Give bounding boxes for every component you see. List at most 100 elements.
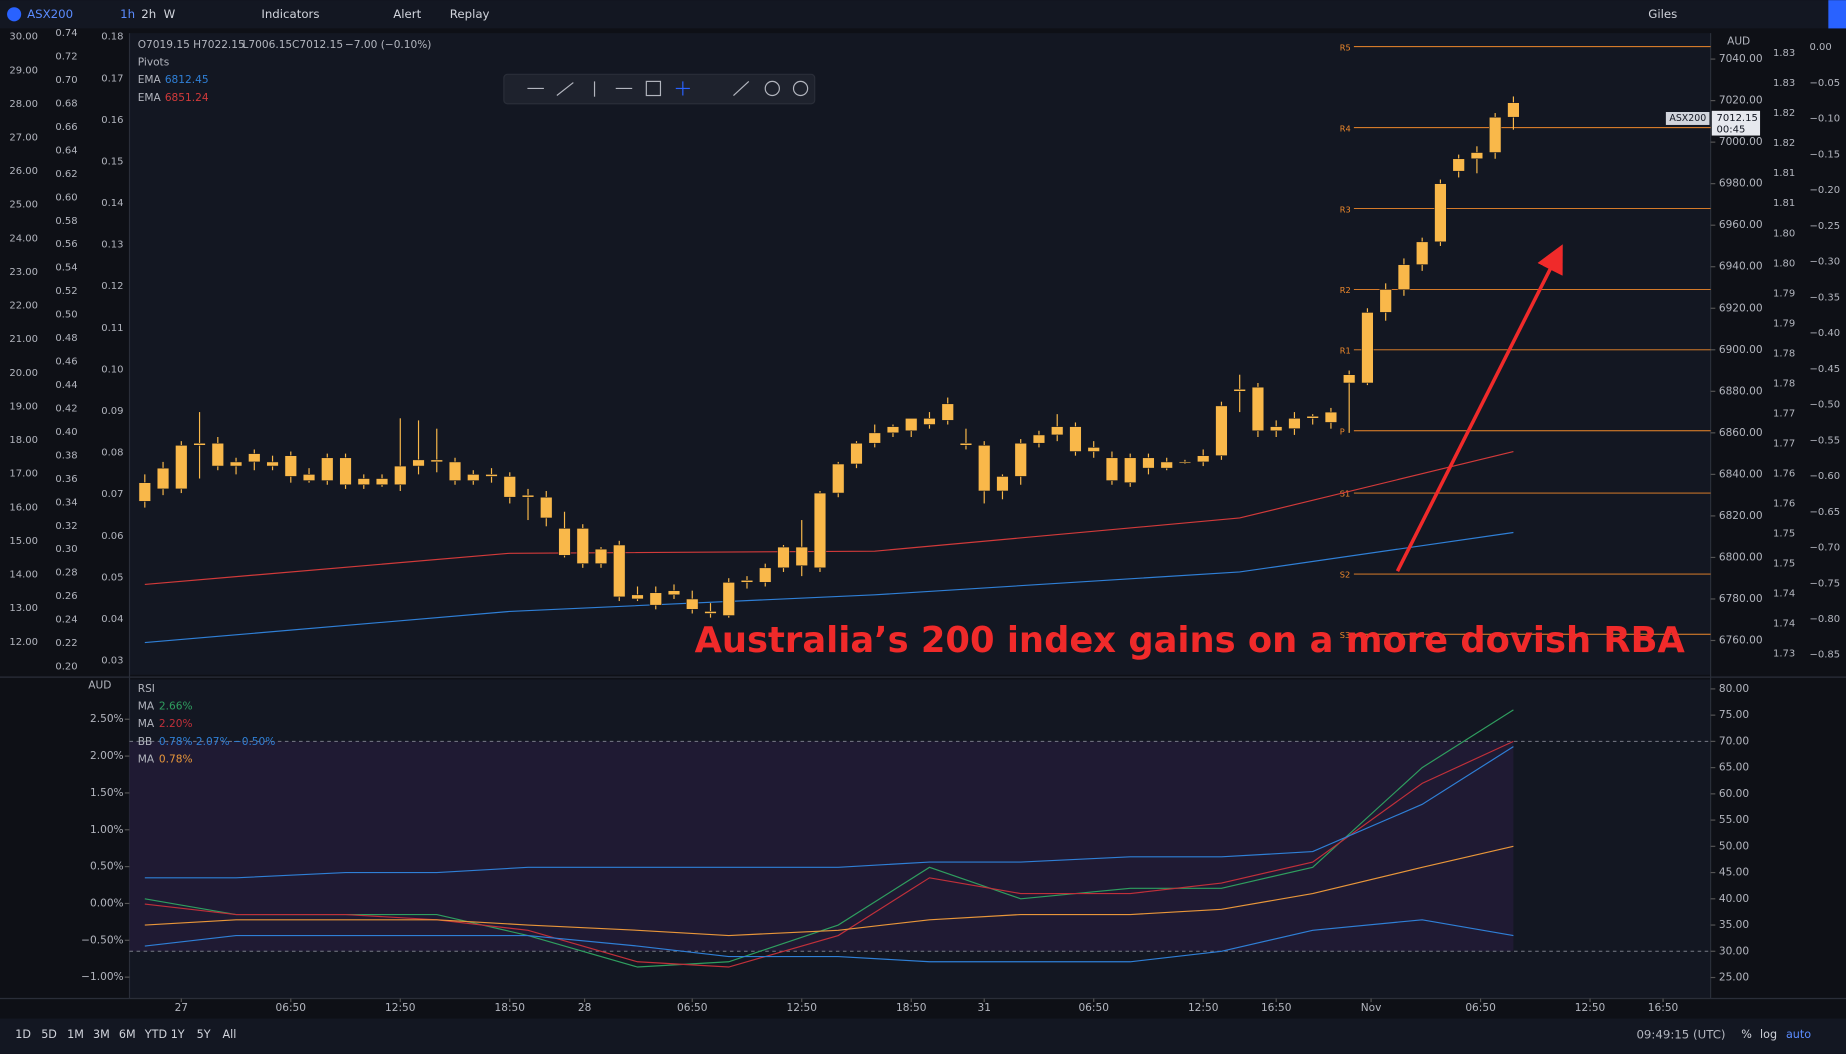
left-scale-label: 0.18 [101,32,123,43]
right-scale-label: −0.30 [1810,257,1841,268]
right-scale-label: −0.50 [1810,400,1841,411]
ema-legend-name: EMA [138,92,162,104]
candle-body [1306,415,1319,419]
candle-body [467,474,480,481]
range-button[interactable]: 1M [67,1028,84,1041]
annotation-arrow [1395,244,1563,572]
price-tag [1711,110,1761,136]
right-scale-label: 1.76 [1773,498,1795,509]
left-scale-label: 0.62 [55,169,77,180]
left-scale-label: 0.28 [55,568,77,579]
scale-option[interactable]: log [1760,1028,1777,1041]
interval[interactable]: W [164,7,176,21]
candle-body [1233,388,1246,392]
right-scale-label: 1.82 [1773,108,1795,119]
range-button[interactable]: All [223,1028,237,1041]
bb-fill [129,741,1514,952]
range-button[interactable]: 1Y [171,1028,185,1041]
candle-body [959,442,973,446]
right-scale-label: −0.45 [1810,364,1841,375]
right-scale-label: 1.75 [1773,558,1795,569]
candle-body [813,492,827,569]
alert-button[interactable]: Alert [393,7,421,21]
right-scale-label: 1.78 [1773,378,1795,389]
candle-body [1379,289,1392,313]
candle-body [722,582,735,616]
candle-body [375,478,389,486]
left-scale-label: 0.66 [55,122,77,133]
left-scale-label: 0.11 [101,323,123,334]
left-scale-label: 0.60 [55,192,77,203]
left-scale-label: 22.00 [9,301,38,312]
rsi-line [144,746,1514,879]
y-tick-label: 6960.00 [1719,219,1763,231]
candle-body [1288,418,1301,429]
rsi-tick-label: 55.00 [1719,814,1750,826]
right-scale-label: −0.75 [1810,578,1841,589]
drawing-tools [527,80,809,97]
range-button[interactable]: 1D [15,1028,31,1041]
rsi-line [144,919,1514,963]
range-button[interactable]: 6M [119,1028,136,1041]
scale-option[interactable]: auto [1786,1028,1811,1041]
right-scale-label: 1.83 [1773,48,1795,59]
left-scale-label: 0.52 [55,286,77,297]
interval[interactable]: 2h [141,7,156,21]
candle-body [1051,426,1064,436]
left-scale-label: 24.00 [9,233,38,244]
candle-body [795,546,808,567]
left-scale-label: 25.00 [9,200,38,211]
symbol[interactable]: ASX200 [27,7,73,21]
right-scale-label: −0.40 [1810,328,1841,339]
left-scale-label: 27.00 [9,133,38,144]
range-button[interactable]: 5D [41,1028,57,1041]
y-tick-label: 6860.00 [1719,427,1763,439]
publish-button[interactable] [1828,0,1846,29]
user-menu[interactable]: Giles [1648,7,1677,21]
x-tick-label: Nov [1361,1002,1382,1014]
candle-body [649,592,662,606]
pivot-label: R1 [1340,345,1351,355]
candle-body [613,544,626,598]
candle-body [1142,457,1155,469]
bottom-bar [0,1018,1846,1054]
candle-body [850,442,863,465]
price-tag-value: 7012.15 [1716,113,1757,124]
right-scale-label: −0.60 [1810,471,1841,482]
range-button[interactable]: YTD [144,1028,167,1041]
right-scale-label: 1.74 [1773,589,1795,600]
left-scale-label: 16.00 [9,502,38,513]
right-scale-label: 1.75 [1773,528,1795,539]
left-scale-label: 0.04 [101,614,123,625]
candle-body [740,579,754,583]
candle-body [193,442,206,446]
right-scale-label: −0.05 [1810,78,1841,89]
right-scale-label: 1.82 [1773,138,1795,149]
indicators-button[interactable]: Indicators [261,7,319,21]
x-tick-label: 12:50 [1575,1002,1606,1014]
rsi-legend-name: MA [138,718,155,730]
left-scale-label: 0.40 [55,427,77,438]
replay-button[interactable]: Replay [450,7,490,21]
left-scale-label: 0.38 [55,450,77,461]
left-scale-label: 0.05 [101,572,123,583]
right-scale-label: −0.65 [1810,507,1841,518]
left-scale-label: 0.34 [55,497,77,508]
right-scale-label: 1.81 [1773,168,1795,179]
left-scale-label: 20.00 [9,368,38,379]
range-button[interactable]: 3M [93,1028,110,1041]
interval[interactable]: 1h [120,7,135,21]
candle-body [996,476,1009,492]
right-scale-label: 1.83 [1773,78,1795,89]
ema-line [144,450,1514,586]
x-tick-label: 16:50 [1261,1002,1292,1014]
rsi-tick-label: 35.00 [1719,919,1750,931]
candle-body [1069,426,1082,452]
rsi-legend-name: BB [138,736,153,748]
scale-option[interactable]: % [1741,1028,1752,1041]
annotation: Australia’s 200 index gains on a more do… [695,620,1686,661]
top-toolbar [0,0,1846,29]
left-scale-label: 0.58 [55,216,77,227]
candle-body [1014,442,1027,477]
range-button[interactable]: 5Y [197,1028,211,1041]
